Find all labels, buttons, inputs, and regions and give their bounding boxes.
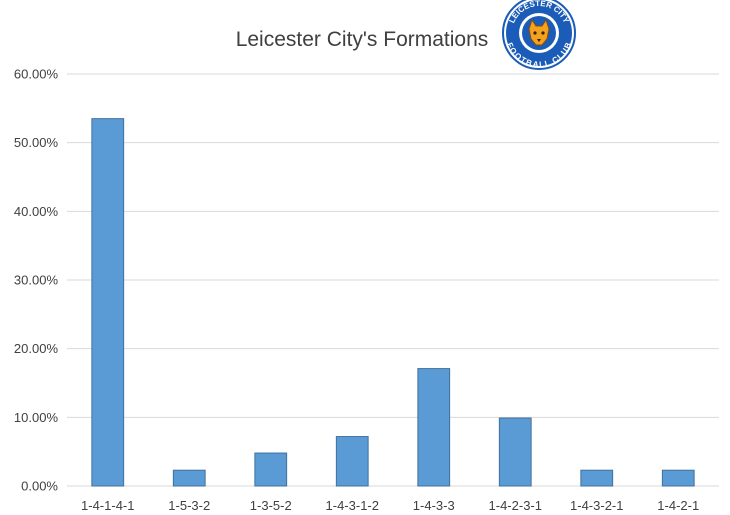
y-tick-label: 0.00%	[21, 479, 58, 494]
y-axis-ticks: 0.00% 10.00% 20.00% 30.00% 40.00% 50.00% 60.00…	[14, 67, 59, 494]
bar	[417, 368, 451, 487]
y-tick-label: 60.00%	[14, 67, 59, 82]
x-axis-ticks: 1-4-1-4-1 1-5-3-2 1-3-5-2 1-4-3-1-2 1-4-3-3 1…	[81, 498, 699, 513]
x-tick-label: 1-4-3-2-1	[570, 498, 623, 513]
y-tick-label: 40.00%	[14, 204, 59, 219]
x-tick-label: 1-4-2-1	[657, 498, 699, 513]
x-tick-label: 1-5-3-2	[168, 498, 210, 513]
bar	[172, 469, 206, 487]
x-tick-label: 1-4-2-3-1	[489, 498, 542, 513]
x-tick-label: 1-3-5-2	[250, 498, 292, 513]
leicester-city-crest-icon: LEICESTER CITY FOOTBALL CLUB	[502, 0, 576, 70]
bar	[91, 118, 125, 487]
bar	[254, 452, 288, 487]
y-tick-label: 30.00%	[14, 273, 59, 288]
x-tick-label: 1-4-1-4-1	[81, 498, 134, 513]
y-tick-label: 20.00%	[14, 341, 59, 356]
bar	[580, 469, 614, 487]
bar	[661, 469, 695, 487]
x-tick-label: 1-4-3-3	[413, 498, 455, 513]
x-tick-label: 1-4-3-1-2	[326, 498, 379, 513]
gridlines	[67, 73, 719, 487]
chart-title: Leicester City's Formations	[236, 28, 489, 51]
bar	[335, 436, 369, 487]
y-tick-label: 50.00%	[14, 135, 59, 150]
bar	[498, 417, 532, 487]
y-tick-label: 10.00%	[14, 410, 59, 425]
bars	[91, 118, 695, 487]
